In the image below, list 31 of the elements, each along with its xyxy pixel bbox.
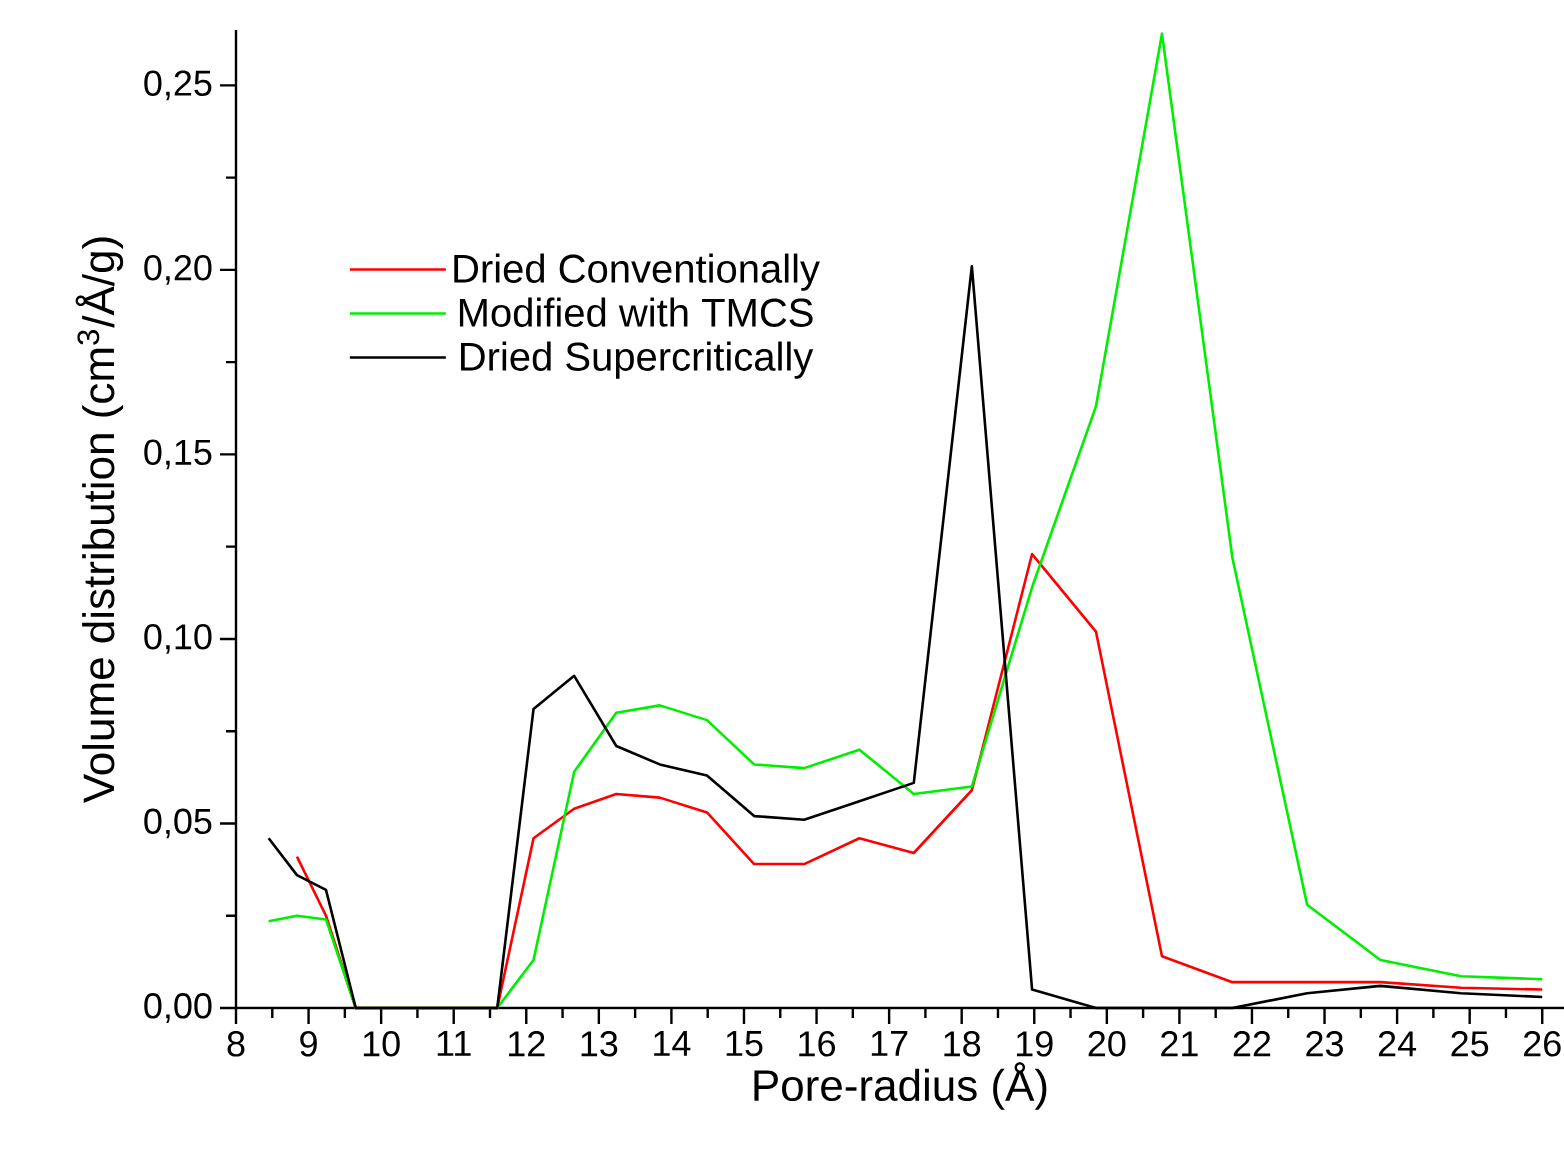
x-tick-label: 23 (1306, 1031, 1343, 1057)
x-tick-label: 12 (508, 1031, 545, 1057)
y-tick-label: 0,00 (144, 993, 212, 1023)
x-tick-label: 18 (944, 1031, 981, 1057)
x-tick-label: 14 (654, 1031, 691, 1056)
x-tick-label: 19 (1016, 1031, 1053, 1057)
x-tick-label: 8 (227, 1031, 245, 1057)
y-tick-label: 0,20 (144, 254, 212, 285)
x-tick-label: 20 (1088, 1031, 1126, 1057)
x-tick-label: 21 (1161, 1031, 1198, 1057)
x-tick-label: 16 (799, 1031, 835, 1057)
x-tick-label: 9 (300, 1031, 317, 1057)
x-tick-label: 11 (437, 1031, 471, 1056)
x-tick-label: 17 (871, 1031, 908, 1056)
y-tick-label: 0,10 (144, 624, 212, 654)
x-axis-title: Pore-radius (Å) (754, 1062, 1047, 1110)
legend-label: Modified with TMCS (459, 297, 813, 327)
y-axis-title: Volume distribution (cm$^{3}$/Å/g) (75, 237, 124, 803)
y-tick-label: 0,25 (144, 70, 212, 101)
line-series (267, 32, 1544, 1010)
y-tick-label: 0,05 (144, 808, 212, 839)
x-tick-label: 15 (726, 1031, 763, 1057)
x-tick-label: 13 (581, 1031, 618, 1057)
legend-label: Dried Conventionally (454, 253, 820, 291)
x-tick-label: 25 (1451, 1031, 1489, 1057)
y-tick-label: 0,15 (144, 439, 212, 470)
legend-label: Dried Supercritically (461, 341, 814, 379)
x-tick-label: 22 (1233, 1031, 1271, 1057)
x-tick-label: 10 (363, 1031, 400, 1057)
x-tick-label: 26 (1524, 1031, 1561, 1057)
x-tick-label: 24 (1378, 1031, 1417, 1057)
